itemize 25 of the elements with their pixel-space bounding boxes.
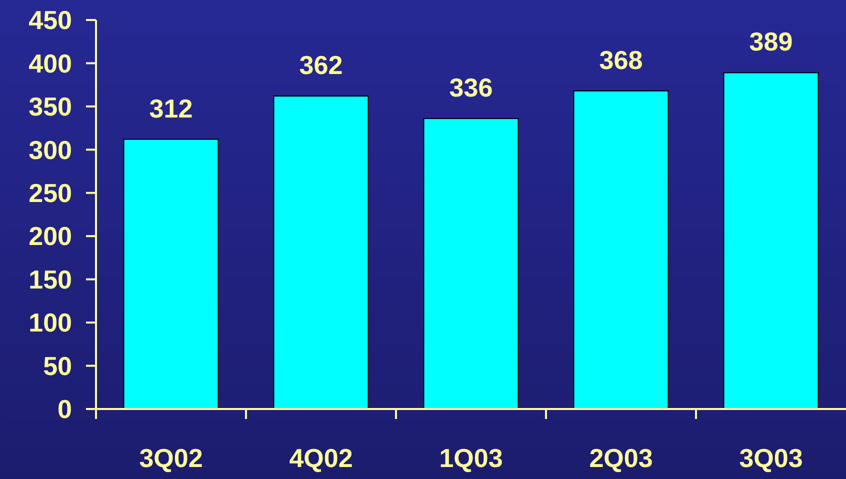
- y-tick-label: 200: [28, 221, 72, 252]
- bar: [123, 138, 219, 410]
- data-label: 312: [149, 93, 193, 124]
- bar: [573, 90, 669, 410]
- x-tick-label: 4Q02: [289, 443, 353, 473]
- bar: [723, 72, 819, 410]
- x-tick-label: 3Q03: [739, 443, 803, 473]
- x-tick-label: 1Q03: [439, 443, 503, 473]
- y-tick-label: 0: [58, 394, 72, 424]
- y-tick-label: 150: [28, 264, 72, 294]
- data-label: 368: [599, 44, 643, 75]
- bar: [423, 118, 519, 410]
- y-tick-label: 100: [28, 308, 72, 338]
- x-tick-label: 2Q03: [589, 443, 653, 473]
- y-tick-label: 400: [28, 48, 72, 78]
- y-tick-label: 250: [28, 178, 72, 208]
- data-label: 336: [449, 72, 493, 103]
- bar: [273, 96, 369, 410]
- data-label: 362: [299, 50, 343, 80]
- data-label: 389: [749, 26, 793, 57]
- y-tick-label: 50: [43, 350, 72, 381]
- y-tick-label: 300: [28, 134, 72, 165]
- y-tick-label: 450: [28, 5, 72, 36]
- x-tick-label: 3Q02: [139, 443, 203, 473]
- y-tick-label: 350: [28, 92, 72, 122]
